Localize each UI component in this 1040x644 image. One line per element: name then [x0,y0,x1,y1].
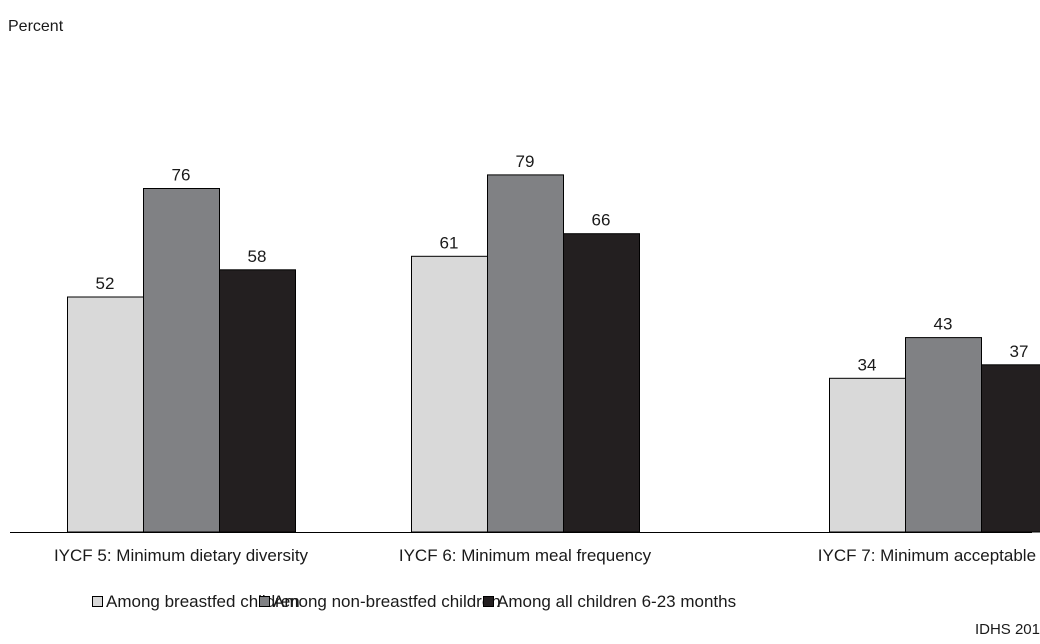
bar [67,296,144,533]
bar [563,233,640,533]
bar [487,174,564,533]
data-label: 66 [592,211,611,230]
data-label: 34 [858,355,877,374]
bar [219,269,296,533]
category-label: IYCF 6: Minimum meal frequency [399,546,652,565]
category-labels: IYCF 5: Minimum dietary diversity IYCF 6:… [54,546,1040,565]
legend-label: Among non-breastfed children [273,592,501,611]
category-label: IYCF 5: Minimum dietary diversity [54,546,309,565]
bar [905,337,982,533]
bar-area: 52 76 58 61 79 66 34 43 37 [67,152,1040,533]
bar [411,255,488,533]
data-label: 76 [172,166,191,185]
category-label: IYCF 7: Minimum acceptable diet [818,546,1040,565]
legend-label: Among breastfed children [106,592,300,611]
source-label: IDHS 201 [975,621,1040,638]
data-label: 79 [516,152,535,171]
legend-swatch [483,596,494,607]
data-label: 43 [934,315,953,334]
data-label: 37 [1010,342,1029,361]
data-label: 61 [440,233,459,252]
data-label: 58 [248,247,267,266]
bar [143,188,220,533]
y-axis-label: Percent [8,18,64,35]
data-label: 52 [96,274,115,293]
legend-swatch [259,596,270,607]
legend-swatch [92,596,103,607]
legend-label: Among all children 6-23 months [497,592,736,611]
bar [829,377,906,533]
bar [981,364,1040,533]
